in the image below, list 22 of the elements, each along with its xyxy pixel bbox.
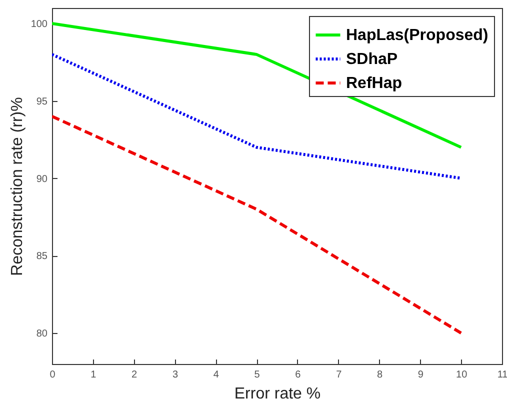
legend-label: SDhaP	[346, 51, 398, 68]
y-tick-label: 90	[36, 174, 48, 185]
y-tick-label: 95	[36, 96, 48, 108]
x-tick-label: 10	[456, 370, 468, 380]
x-tick-label: 5	[254, 370, 260, 380]
x-tick-label: 0	[50, 370, 56, 380]
x-tick-label: 9	[418, 370, 424, 380]
x-tick-label: 6	[295, 370, 302, 380]
x-tick-label: 11	[497, 370, 507, 380]
x-tick-label: 3	[172, 370, 178, 380]
y-tick-label: 80	[36, 328, 48, 340]
x-tick-label: 7	[336, 370, 342, 380]
x-axis-title: Error rate %	[234, 386, 321, 402]
y-axis-title: Reconstruction rate (rr)%	[8, 97, 26, 276]
x-tick-label: 4	[213, 370, 220, 380]
legend-label: HapLas(Proposed)	[346, 27, 488, 44]
legend-label: RefHap	[346, 75, 402, 92]
y-tick-label: 100	[30, 18, 48, 30]
x-tick-label: 2	[132, 370, 138, 380]
x-tick-label: 8	[376, 370, 383, 380]
x-tick-label: 1	[90, 370, 97, 380]
y-tick-label: 85	[36, 251, 48, 262]
